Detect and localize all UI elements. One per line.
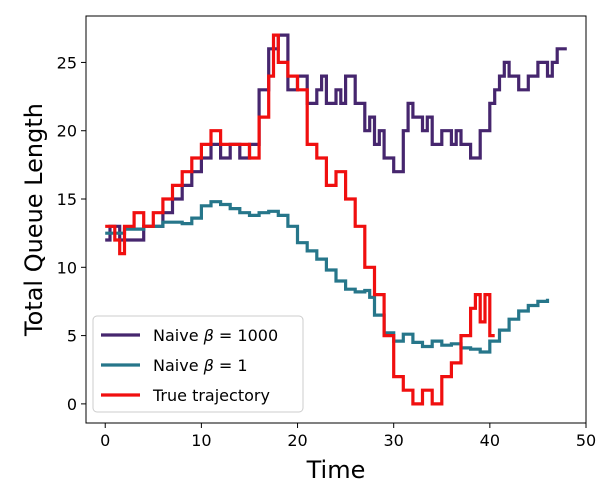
y-axis: 0 5 10 15 20 25 <box>57 53 86 414</box>
x-tick-label: 40 <box>480 431 500 450</box>
x-tick-label: 0 <box>100 431 110 450</box>
y-tick-label: 5 <box>67 327 77 346</box>
x-axis: 0 10 20 30 40 50 <box>100 423 596 450</box>
y-tick-label: 10 <box>57 258 77 277</box>
x-tick-label: 30 <box>384 431 404 450</box>
series-line-2 <box>105 200 550 354</box>
plot-frame <box>85 15 587 424</box>
y-tick-label: 20 <box>57 122 77 141</box>
series-line-3 <box>105 33 495 406</box>
x-tick-label: 20 <box>287 431 307 450</box>
y-tick-label: 25 <box>57 53 77 72</box>
legend-label-1: Naive β = 1000 <box>153 326 278 345</box>
y-tick-label: 15 <box>57 190 77 209</box>
x-tick-label: 50 <box>576 431 596 450</box>
legend-label-2: Naive β = 1 <box>153 356 248 375</box>
series-layer <box>105 33 567 406</box>
legend: Naive β = 1000 Naive β = 1 True trajectory <box>92 315 304 413</box>
x-axis-title: Time <box>306 456 366 484</box>
x-tick-label: 10 <box>191 431 211 450</box>
y-tick-label: 0 <box>67 395 77 414</box>
legend-box <box>92 315 304 413</box>
y-axis-title: Total Queue Length <box>20 103 48 337</box>
legend-label-3: True trajectory <box>152 386 270 405</box>
series-line-1 <box>105 33 567 242</box>
